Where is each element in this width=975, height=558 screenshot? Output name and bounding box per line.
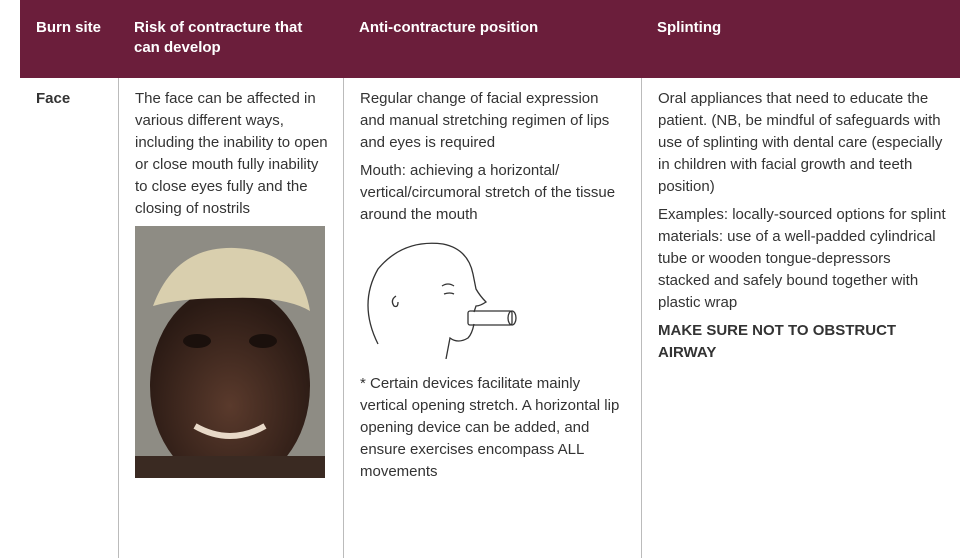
position-text: Mouth: achieving a horizontal/ vertical/… [360, 162, 616, 223]
cell: The face can be affected in various diff… [118, 78, 343, 558]
warning-text: MAKE SURE NOT TO OBSTRUCT AIRWAY [658, 322, 897, 361]
position-text: Regular change of facial expression and … [360, 90, 610, 151]
table-header: Burn site Risk of contracture that can d… [20, 0, 960, 78]
risk-text: The face can be affected in various diff… [135, 90, 328, 217]
position-text: * Certain devices facilitate mainly vert… [360, 375, 620, 480]
cell: Face [20, 78, 118, 558]
face-diagram [367, 242, 517, 359]
splinting-text: Oral appliances that need to educate the… [658, 90, 943, 195]
header-cell: Burn site [36, 19, 102, 36]
table-row: Face The face can be affected in various… [20, 78, 960, 558]
header-cell: Anti-contracture position [359, 19, 539, 36]
site: Face [36, 90, 71, 107]
table: Burn site Risk of contracture that can d… [20, 0, 960, 558]
header-cell: Splinting [657, 19, 722, 36]
patient-photo [135, 226, 325, 478]
header-cell: Risk of contracture that can develop [134, 19, 303, 56]
cell: Oral appliances that need to educate the… [641, 78, 960, 558]
cell: Regular change of facial expression and … [343, 78, 641, 558]
splinting-text: Examples: locally-sourced options for sp… [658, 206, 946, 311]
